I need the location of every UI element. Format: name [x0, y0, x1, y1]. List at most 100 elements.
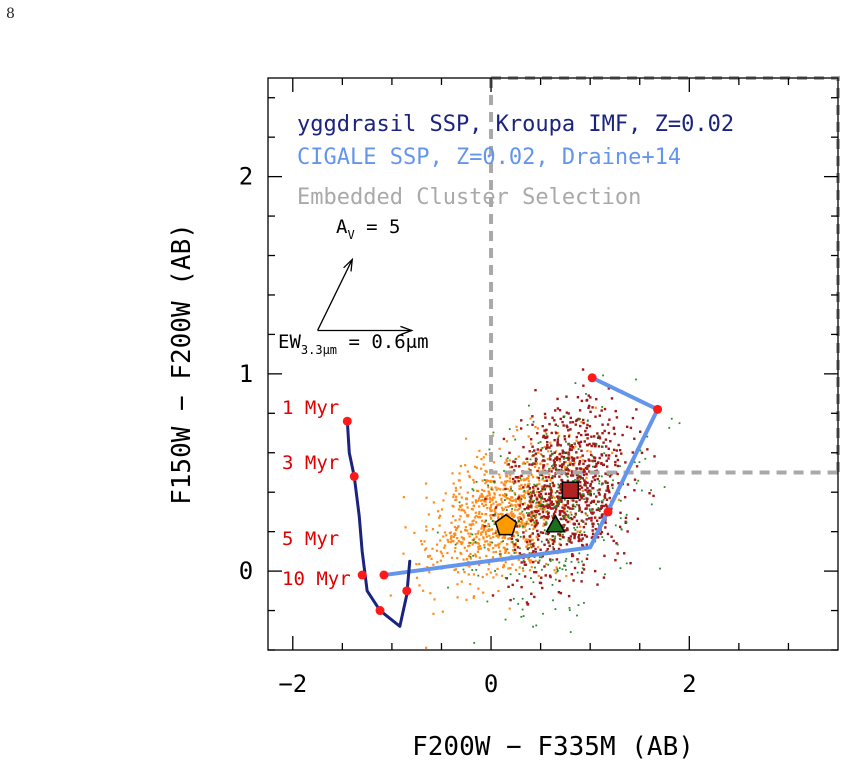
- scatter-point-red: [576, 456, 579, 459]
- scatter-point-red: [517, 465, 521, 468]
- scatter-point-red: [626, 530, 629, 533]
- scatter-point-green: [619, 517, 622, 520]
- scatter-point-orange: [477, 548, 480, 551]
- scatter-point-red: [523, 575, 527, 578]
- scatter-point-green: [578, 531, 581, 534]
- scatter-point-green: [566, 475, 569, 478]
- scatter-point-orange: [435, 543, 439, 546]
- scatter-point-orange: [459, 541, 462, 544]
- scatter-point-red: [591, 532, 595, 536]
- scatter-point-green: [547, 563, 550, 566]
- scatter-point-orange: [512, 545, 515, 548]
- scatter-point-orange: [490, 528, 493, 531]
- scatter-point-orange: [490, 503, 493, 507]
- scatter-point-orange: [486, 529, 489, 532]
- scatter-point-red: [543, 488, 547, 491]
- scatter-point-green: [576, 526, 579, 529]
- scatter-point-orange: [515, 530, 518, 534]
- scatter-point-red: [559, 444, 562, 447]
- scatter-point-red: [608, 496, 611, 500]
- scatter-point-green: [545, 522, 548, 525]
- scatter-point-red: [567, 429, 570, 432]
- scatter-point-red: [554, 457, 557, 460]
- scatter-point-orange: [453, 534, 457, 537]
- scatter-point-orange: [475, 535, 478, 539]
- scatter-point-orange: [478, 449, 481, 452]
- scatter-point-orange: [483, 540, 487, 543]
- scatter-point-orange: [501, 536, 504, 539]
- scatter-point-green: [565, 474, 568, 477]
- scatter-point-orange: [472, 573, 476, 576]
- scatter-point-red: [536, 522, 539, 525]
- scatter-point-orange: [489, 541, 492, 544]
- scatter-point-red: [552, 547, 555, 551]
- scatter-point-red: [589, 482, 592, 486]
- scatter-point-orange: [511, 549, 515, 552]
- scatter-point-red: [550, 470, 553, 473]
- scatter-point-red: [561, 506, 564, 509]
- scatter-point-orange: [465, 502, 468, 505]
- scatter-point-red: [530, 504, 533, 507]
- scatter-point-orange: [467, 544, 470, 548]
- scatter-point-green: [541, 454, 544, 457]
- scatter-point-orange: [558, 542, 561, 545]
- scatter-point-red: [569, 416, 572, 420]
- scatter-point-orange: [464, 529, 467, 532]
- scatter-point-orange: [524, 491, 527, 494]
- scatter-point-red: [573, 515, 576, 519]
- scatter-point-orange: [516, 516, 519, 519]
- scatter-point-orange: [474, 555, 478, 558]
- scatter-point-red: [522, 445, 525, 449]
- scatter-point-red: [593, 516, 597, 519]
- scatter-point-red: [546, 484, 549, 488]
- scatter-point-orange: [479, 499, 483, 502]
- cigale-marker-dot: [603, 507, 613, 517]
- scatter-point-orange: [532, 488, 535, 491]
- scatter-point-red: [599, 507, 602, 511]
- scatter-point-red: [561, 464, 564, 467]
- scatter-point-red: [535, 510, 539, 514]
- scatter-point-red: [520, 419, 523, 422]
- scatter-point-orange: [497, 546, 501, 549]
- scatter-point-red: [607, 457, 610, 460]
- scatter-point-red: [579, 476, 583, 479]
- scatter-point-green: [462, 568, 465, 571]
- scatter-point-red: [517, 479, 520, 483]
- scatter-point-red: [613, 432, 616, 436]
- scatter-point-red: [597, 508, 601, 511]
- scatter-point-red: [526, 540, 529, 544]
- axis-ticks: [268, 78, 838, 651]
- scatter-point-green: [595, 443, 598, 446]
- scatter-point-red: [584, 500, 587, 504]
- scatter-point-red: [592, 476, 595, 479]
- scatter-point-green: [491, 520, 494, 522]
- scatter-point-red: [563, 517, 566, 520]
- scatter-point-orange: [585, 476, 588, 480]
- scatter-point-red: [596, 432, 599, 435]
- scatter-point-orange: [537, 574, 540, 577]
- scatter-point-orange: [498, 447, 501, 450]
- scatter-point-orange: [504, 561, 507, 564]
- scatter-point-red: [547, 511, 550, 515]
- scatter-point-red: [551, 538, 554, 542]
- scatter-point-orange: [482, 456, 485, 459]
- scatter-point-orange: [523, 496, 527, 500]
- median-pentagon-marker: [494, 513, 518, 536]
- scatter-point-orange: [542, 524, 545, 527]
- scatter-point-red: [579, 424, 582, 428]
- scatter-point-orange: [471, 520, 474, 523]
- scatter-point-orange: [477, 497, 481, 500]
- scatter-point-red: [551, 516, 555, 520]
- scatter-point-orange: [429, 592, 432, 595]
- scatter-point-orange: [488, 500, 492, 504]
- scatter-point-green: [514, 493, 517, 496]
- scatter-point-green: [565, 568, 567, 571]
- scatter-point-green: [574, 528, 577, 531]
- scatter-point-red: [580, 580, 583, 583]
- scatter-point-green: [575, 503, 578, 506]
- scatter-point-green: [494, 513, 497, 516]
- scatter-point-red: [596, 436, 600, 439]
- scatter-point-orange: [617, 498, 621, 501]
- scatter-point-orange: [505, 473, 508, 476]
- scatter-point-red: [617, 443, 620, 447]
